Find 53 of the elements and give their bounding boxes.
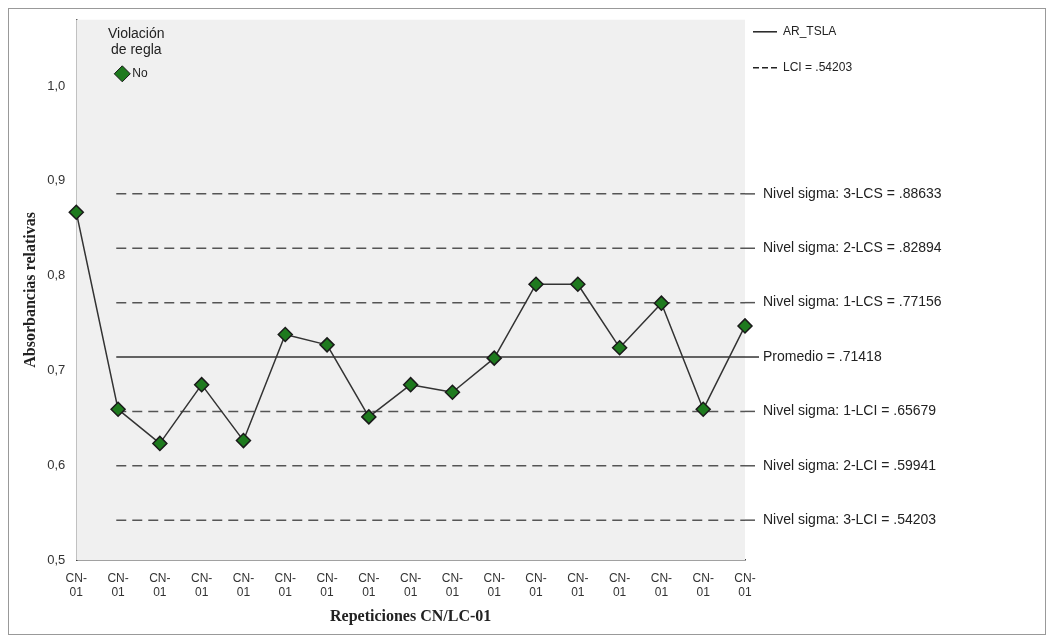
y-tick-label: 0,8 — [47, 267, 66, 283]
point — [193, 376, 210, 393]
x-axis-title: Repeticiones CN/LC-01 — [329, 606, 492, 625]
x-tick-label: CN-01 — [316, 570, 338, 599]
ref-line-label: Nivel sigma: 3-LCI = .54203 — [763, 511, 937, 528]
ref-line-label: Nivel sigma: 2-LCS = .82894 — [763, 239, 942, 256]
y-tick-label: 0,6 — [47, 456, 66, 472]
point — [361, 409, 377, 425]
point — [570, 276, 586, 292]
x-tick-label: CN-01 — [107, 570, 129, 599]
text: AR_TSLA — [783, 24, 837, 39]
x-tick-label: CN-01 — [65, 570, 87, 599]
x-tick-label: CN-01 — [149, 570, 171, 599]
point — [402, 376, 419, 393]
x-tick-label: CN-01 — [734, 570, 756, 599]
y-tick-label: 0,9 — [47, 172, 66, 188]
y-axis-title: Absorbancias relativas — [20, 212, 38, 368]
point — [486, 350, 502, 366]
point — [68, 204, 85, 220]
point — [110, 401, 126, 418]
x-tick-label: CN-01 — [274, 570, 296, 599]
point — [695, 401, 711, 418]
point — [737, 318, 753, 334]
point — [611, 339, 628, 356]
x-tick-label: CN-01 — [358, 570, 380, 599]
x-tick-label: CN-01 — [232, 570, 255, 599]
text: LCI = .54203 — [783, 60, 853, 75]
x-tick-label: CN-01 — [525, 570, 547, 599]
point — [152, 435, 168, 452]
ref-line-label: Nivel sigma: 1-LCI = .65679 — [763, 402, 937, 419]
x-tick-label: CN-01 — [399, 570, 422, 599]
point — [319, 337, 335, 353]
ref-line-label: Nivel sigma: 2-LCI = .59941 — [763, 456, 937, 473]
y-tick-label: 1,0 — [47, 77, 66, 93]
point — [444, 384, 461, 400]
x-tick-label: CN-01 — [441, 570, 464, 599]
ref-line-label: Nivel sigma: 1-LCS = .77156 — [763, 293, 942, 310]
point — [235, 432, 252, 449]
x-tick-label: CN-01 — [483, 570, 505, 599]
legend-title: Violación de regla — [107, 24, 165, 57]
x-tick-label: CN-01 — [650, 570, 673, 599]
x-tick-label: CN-01 — [608, 570, 631, 599]
x-tick-label: CN-01 — [190, 570, 213, 599]
y-tick-label: 0,5 — [47, 551, 66, 567]
legend-label: No — [132, 66, 148, 81]
y-tick-label: 0,7 — [47, 362, 66, 378]
point — [528, 276, 544, 292]
point — [277, 326, 293, 343]
x-tick-label: CN-01 — [567, 570, 589, 599]
x-tick-label: CN-01 — [692, 570, 714, 599]
point — [653, 295, 670, 311]
ref-line-label: Promedio = .71418 — [763, 347, 882, 364]
ref-line-label: Nivel sigma: 3-LCS = .88633 — [763, 184, 942, 201]
